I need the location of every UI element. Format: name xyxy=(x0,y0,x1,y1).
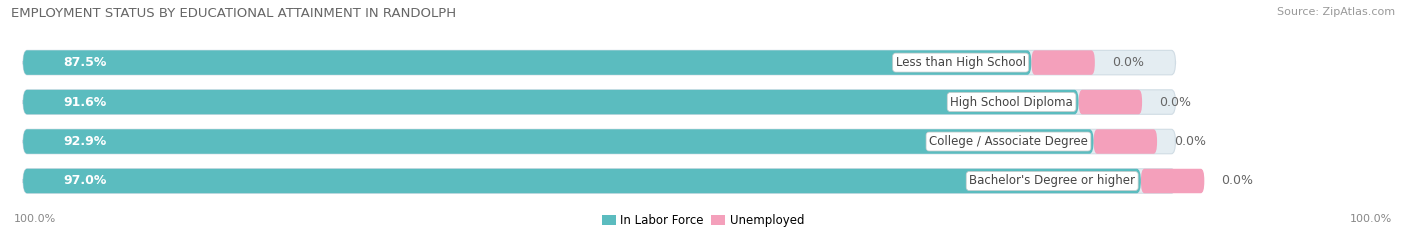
Text: Source: ZipAtlas.com: Source: ZipAtlas.com xyxy=(1277,7,1395,17)
FancyBboxPatch shape xyxy=(1140,169,1205,193)
Text: 91.6%: 91.6% xyxy=(63,96,107,109)
Legend: In Labor Force, Unemployed: In Labor Force, Unemployed xyxy=(602,214,804,227)
FancyBboxPatch shape xyxy=(1094,129,1157,154)
FancyBboxPatch shape xyxy=(22,50,1032,75)
Text: 0.0%: 0.0% xyxy=(1222,175,1254,188)
Text: 0.0%: 0.0% xyxy=(1112,56,1144,69)
Text: College / Associate Degree: College / Associate Degree xyxy=(929,135,1088,148)
FancyBboxPatch shape xyxy=(1078,90,1142,114)
FancyBboxPatch shape xyxy=(22,129,1094,154)
Text: High School Diploma: High School Diploma xyxy=(950,96,1073,109)
Text: 0.0%: 0.0% xyxy=(1160,96,1191,109)
FancyBboxPatch shape xyxy=(22,169,1175,193)
Text: EMPLOYMENT STATUS BY EDUCATIONAL ATTAINMENT IN RANDOLPH: EMPLOYMENT STATUS BY EDUCATIONAL ATTAINM… xyxy=(11,7,457,20)
FancyBboxPatch shape xyxy=(22,50,1175,75)
FancyBboxPatch shape xyxy=(22,129,1175,154)
Text: 100.0%: 100.0% xyxy=(14,214,56,224)
FancyBboxPatch shape xyxy=(1032,50,1095,75)
Text: 0.0%: 0.0% xyxy=(1174,135,1206,148)
Text: 92.9%: 92.9% xyxy=(63,135,107,148)
FancyBboxPatch shape xyxy=(22,169,1140,193)
Text: 97.0%: 97.0% xyxy=(63,175,107,188)
Text: Less than High School: Less than High School xyxy=(896,56,1026,69)
Text: Bachelor's Degree or higher: Bachelor's Degree or higher xyxy=(969,175,1135,188)
FancyBboxPatch shape xyxy=(22,90,1175,114)
Text: 87.5%: 87.5% xyxy=(63,56,107,69)
FancyBboxPatch shape xyxy=(22,90,1078,114)
Text: 100.0%: 100.0% xyxy=(1350,214,1392,224)
